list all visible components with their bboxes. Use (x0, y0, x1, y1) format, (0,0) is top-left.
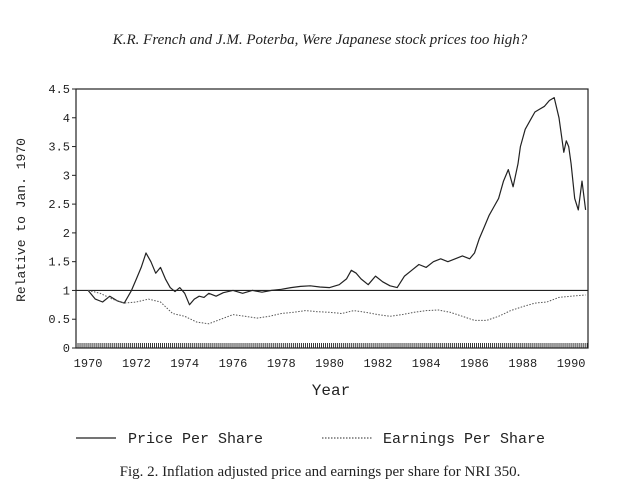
x-tick-label: 1972 (122, 357, 151, 371)
figure-caption: Fig. 2. Inflation adjusted price and ear… (119, 464, 521, 480)
x-axis-title: Year (312, 382, 350, 400)
x-tick-label: 1982 (363, 357, 392, 371)
plot-frame (75, 88, 589, 349)
series-line-price (87, 96, 587, 306)
x-tick-label: 1976 (219, 357, 248, 371)
y-tick-label: 2 (63, 227, 70, 241)
legend-label: Price Per Share (128, 431, 263, 448)
y-tick-label: 1 (63, 284, 70, 298)
tick-marks (75, 343, 588, 348)
x-tick-label: 1978 (267, 357, 296, 371)
x-tick-label: 1986 (460, 357, 489, 371)
x-tick-label: 1984 (412, 357, 441, 371)
y-tick-label: 2.5 (48, 198, 70, 212)
x-tick-label: 1974 (170, 357, 199, 371)
y-tick-label: 3.5 (48, 141, 70, 155)
y-tick-label: 3 (63, 169, 70, 183)
legend-label: Earnings Per Share (383, 431, 545, 448)
x-tick-label: 1988 (508, 357, 537, 371)
legend: Price Per Share Earnings Per Share (76, 431, 545, 448)
y-tick-label: 4 (63, 112, 70, 126)
y-tick-label: 4.5 (48, 83, 70, 97)
x-tick-label: 1970 (74, 357, 103, 371)
y-tick-label: 0.5 (48, 313, 70, 327)
y-axis-title: Relative to Jan. 1970 (14, 138, 29, 302)
x-tick-label: 1980 (315, 357, 344, 371)
y-tick-label: 1.5 (48, 256, 70, 270)
y-tick-label: 0 (63, 342, 70, 356)
x-tick-label: 1990 (557, 357, 586, 371)
x-tick-labels: 1970 1972 1974 1976 1978 1980 1982 1984 1986 1988… (74, 357, 586, 371)
series-line-earnings (87, 289, 586, 325)
series-layer (87, 96, 587, 325)
y-tick-labels: 0 0.5 1 1.5 2 2.5 3 3.5 4 4.5 (48, 83, 76, 356)
page-header: K.R. French and J.M. Poterba, Were Japan… (112, 32, 528, 48)
